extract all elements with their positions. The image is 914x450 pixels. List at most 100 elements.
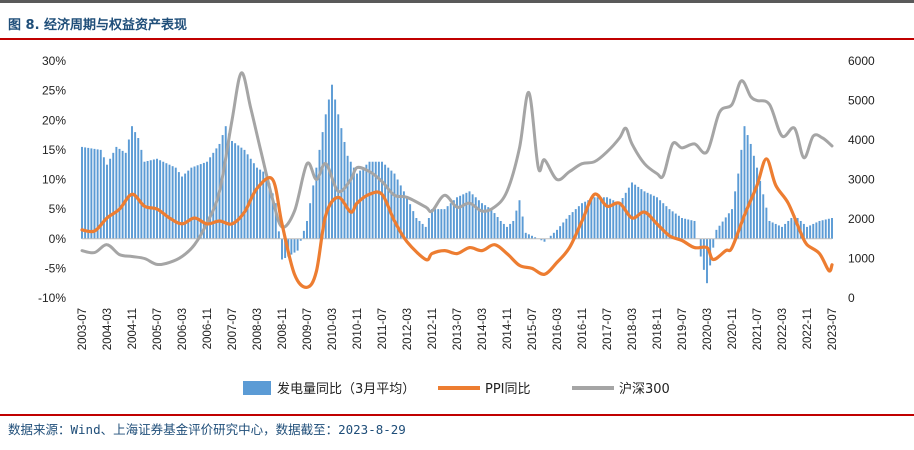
- bar: [740, 149, 743, 239]
- legend: 发电量同比（3月平均） PPI同比 沪深300: [243, 381, 670, 397]
- bar: [831, 218, 833, 239]
- bar: [734, 191, 737, 239]
- bar: [459, 195, 462, 239]
- bar: [765, 207, 768, 239]
- bar: [671, 211, 674, 239]
- bar: [265, 173, 268, 239]
- bar: [771, 222, 774, 239]
- top-border: [0, 0, 914, 3]
- bar: [321, 132, 324, 239]
- right-y-tick-label: 3000: [848, 173, 875, 187]
- right-y-tick-label: 0: [848, 291, 855, 305]
- bar: [181, 176, 183, 239]
- bar: [121, 150, 124, 239]
- bar: [471, 194, 474, 239]
- bar: [749, 143, 752, 239]
- bar: [652, 195, 655, 239]
- bar: [599, 197, 602, 239]
- bar: [199, 164, 202, 239]
- bar: [352, 167, 355, 239]
- source-divider: [0, 414, 914, 416]
- bar: [87, 147, 90, 239]
- bar: [246, 154, 249, 239]
- bar: [234, 143, 237, 239]
- bar: [346, 155, 349, 239]
- bar: [759, 180, 762, 239]
- bar: [312, 185, 315, 239]
- bar: [809, 225, 812, 239]
- right-y-tick-label: 1000: [848, 252, 875, 266]
- bar: [677, 215, 680, 239]
- bar: [521, 216, 524, 239]
- bar: [196, 165, 199, 239]
- bar: [184, 173, 187, 239]
- bar: [406, 197, 408, 239]
- hs300-series-line: [80, 71, 834, 267]
- bar: [187, 170, 190, 239]
- bar: [115, 146, 118, 239]
- x-tick-label: 2014-11: [502, 308, 514, 349]
- bar: [256, 167, 258, 239]
- bar: [502, 223, 505, 239]
- bar: [752, 155, 755, 239]
- bar: [412, 211, 415, 239]
- bar: [277, 231, 280, 239]
- bar: [468, 191, 471, 239]
- bar: [421, 223, 424, 239]
- bar: [777, 225, 780, 239]
- bar: [715, 229, 718, 239]
- x-tick-label: 2023-07: [827, 308, 839, 350]
- bar: [224, 126, 227, 239]
- bar: [365, 164, 368, 239]
- bar: [549, 235, 552, 239]
- bar: [762, 194, 765, 239]
- bar: [568, 215, 571, 239]
- bar: [215, 148, 218, 239]
- bar: [481, 203, 483, 239]
- bar: [368, 161, 371, 239]
- bar: [615, 201, 618, 239]
- bar: [668, 209, 671, 239]
- right-y-tick-label: 5000: [848, 94, 875, 108]
- legend-label-hs300: 沪深300: [619, 381, 670, 397]
- bar: [781, 226, 783, 239]
- bar: [609, 198, 612, 239]
- x-tick-label: 2006-03: [177, 308, 189, 350]
- x-tick-label: 2017-07: [602, 308, 614, 350]
- x-tick-label: 2004-11: [127, 308, 139, 349]
- bar: [509, 223, 512, 239]
- bar: [149, 160, 152, 239]
- bar: [559, 226, 562, 239]
- x-tick-label: 2014-03: [477, 308, 489, 350]
- bar: [637, 186, 640, 239]
- bar: [399, 185, 402, 239]
- right-y-tick-label: 2000: [848, 212, 875, 226]
- x-tick-label: 2008-03: [252, 308, 264, 350]
- bar: [165, 163, 168, 239]
- bar: [377, 161, 380, 239]
- x-tick-label: 2007-07: [227, 308, 239, 350]
- bar: [162, 161, 165, 239]
- bar: [99, 149, 102, 239]
- figure-title: 图 8. 经济周期与权益资产表现: [8, 18, 188, 33]
- bar: [543, 238, 546, 242]
- bar: [427, 218, 430, 239]
- bar: [681, 218, 683, 239]
- bar: [606, 197, 608, 239]
- bar: [562, 222, 565, 239]
- bar: [206, 161, 208, 239]
- bar: [124, 152, 127, 239]
- bar: [634, 184, 637, 239]
- bar: [452, 200, 455, 239]
- bar: [724, 217, 727, 239]
- bar: [512, 220, 515, 239]
- bar: [815, 222, 818, 239]
- bar: [721, 221, 724, 239]
- bar: [302, 230, 305, 239]
- x-tick-label: 2015-07: [527, 308, 539, 350]
- bar: [409, 204, 412, 239]
- bar: [806, 226, 808, 239]
- bar: [118, 148, 121, 239]
- bar: [659, 200, 662, 239]
- bar: [665, 206, 668, 239]
